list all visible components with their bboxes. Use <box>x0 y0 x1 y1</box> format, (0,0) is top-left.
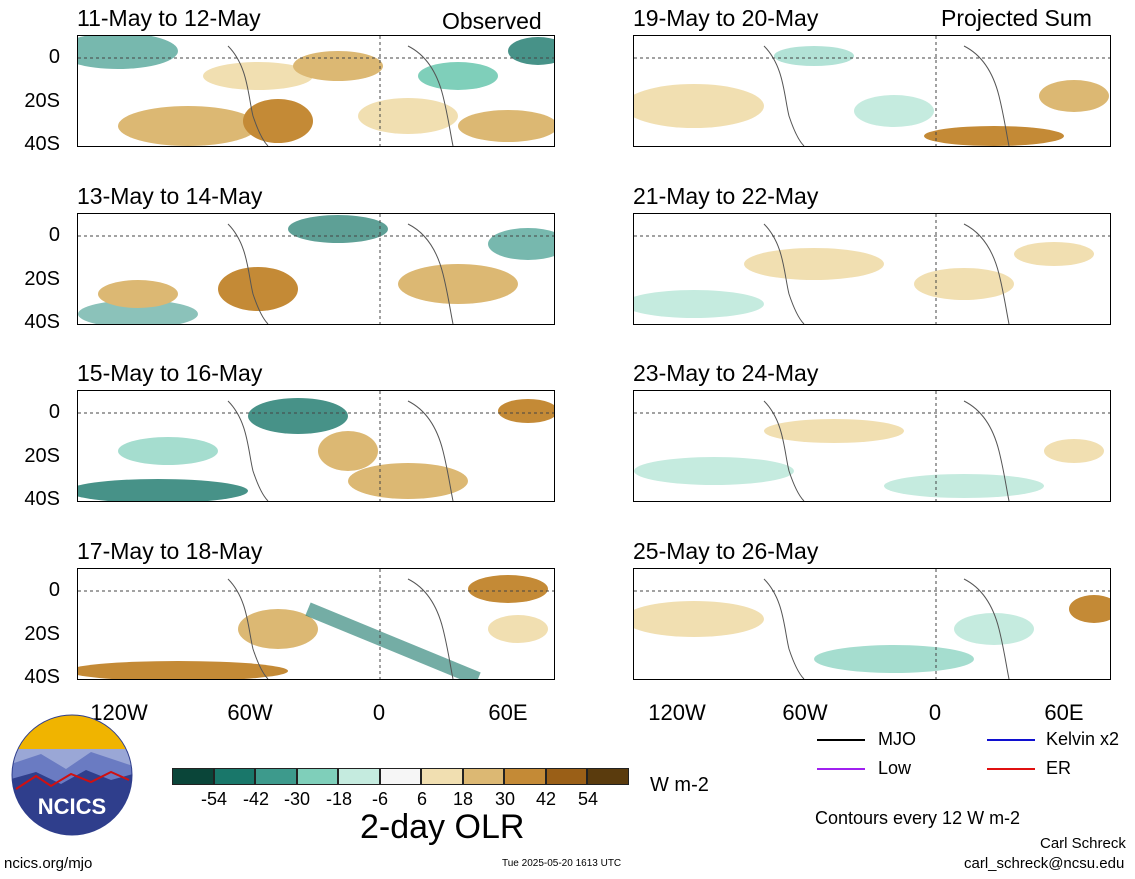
legend-label-mjo: MJO <box>878 729 916 749</box>
colorbar-unit: W m-2 <box>650 774 709 796</box>
olr-map-graphic <box>78 391 554 501</box>
olr-map-graphic <box>78 36 554 146</box>
lat-label-0-3: 0 <box>48 401 60 423</box>
olr-map-graphic <box>634 569 1110 679</box>
lon-label-120w-left: 120W <box>90 700 148 725</box>
lat-label-0-4: 0 <box>48 579 60 601</box>
lat-label-0-2: 0 <box>48 224 60 246</box>
olr-map-projected-4 <box>633 568 1111 680</box>
colorbar-label: 30 <box>494 789 516 809</box>
legend-line-er <box>987 768 1035 770</box>
olr-map-graphic <box>634 214 1110 324</box>
colorbar-swatch <box>587 768 629 785</box>
panel-title-left-2: 13-May to 14-May <box>77 183 263 209</box>
colorbar-swatch <box>379 768 421 785</box>
observed-header: Observed <box>442 8 542 34</box>
olr-map-observed-4 <box>77 568 555 680</box>
colorbar-label: 54 <box>577 789 599 809</box>
author-email[interactable]: carl_schreck@ncsu.edu <box>964 855 1125 872</box>
logo-graphic <box>11 714 133 836</box>
colorbar-label: -18 <box>325 789 352 809</box>
projected-header: Projected Sum <box>941 5 1092 31</box>
colorbar-label: -30 <box>283 789 310 809</box>
olr-map-observed-2 <box>77 213 555 325</box>
panel-title-left-1: 11-May to 12-May <box>77 5 261 31</box>
lon-label-60e-right: 60E <box>1044 700 1084 725</box>
contour-note: Contours every 12 W m-2 <box>815 808 1021 828</box>
panel-title-right-2: 21-May to 22-May <box>633 183 819 209</box>
lon-label-60e-left: 60E <box>488 700 528 725</box>
colorbar-swatch <box>255 768 297 785</box>
lon-label-0-left: 0 <box>372 700 386 725</box>
colorbar-label: 18 <box>452 789 474 809</box>
colorbar-label: -6 <box>371 789 388 809</box>
olr-map-graphic <box>78 569 554 679</box>
site-link[interactable]: ncics.org/mjo <box>4 855 93 872</box>
olr-map-projected-2 <box>633 213 1111 325</box>
olr-map-projected-1 <box>633 35 1111 147</box>
olr-map-projected-3 <box>633 390 1111 502</box>
olr-map-graphic <box>634 36 1110 146</box>
olr-map-graphic <box>78 214 554 324</box>
lon-label-60w-left: 60W <box>227 700 273 725</box>
lat-label-40s-2: 40S <box>24 311 60 333</box>
olr-map-observed-3 <box>77 390 555 502</box>
lon-label-120w-right: 120W <box>648 700 706 725</box>
lat-label-40s-3: 40S <box>24 488 60 510</box>
panel-title-right-4: 25-May to 26-May <box>633 538 819 564</box>
colorbar-swatch <box>296 768 338 785</box>
logo-text: NCICS <box>37 794 107 819</box>
panel-title-right-1: 19-May to 20-May <box>633 5 819 31</box>
colorbar-swatch <box>172 768 214 785</box>
olr-map-observed-1 <box>77 35 555 147</box>
legend-line-mjo <box>817 739 865 741</box>
lat-label-20s-1: 20S <box>24 90 60 112</box>
lat-label-40s-1: 40S <box>24 133 60 155</box>
ncics-logo: NCICS <box>11 714 133 836</box>
author-name: Carl Schreck <box>1040 835 1126 852</box>
colorbar-swatch <box>213 768 255 785</box>
legend-line-low <box>817 768 865 770</box>
colorbar-label: -42 <box>242 789 269 809</box>
lat-label-40s-4: 40S <box>24 666 60 688</box>
legend-label-low: Low <box>878 758 912 778</box>
lat-label-0-1: 0 <box>48 46 60 68</box>
legend-label-er: ER <box>1046 758 1072 778</box>
lon-label-0-right: 0 <box>928 700 942 725</box>
colorbar-swatch <box>545 768 587 785</box>
colorbar-label: 6 <box>416 789 427 809</box>
colorbar-label: -54 <box>200 789 227 809</box>
lat-label-20s-2: 20S <box>24 268 60 290</box>
colorbar-swatch <box>338 768 380 785</box>
plot-title: 2-day OLR <box>360 808 525 846</box>
lon-label-60w-right: 60W <box>782 700 828 725</box>
legend-label-kelvin: Kelvin x2 <box>1046 729 1120 749</box>
colorbar-label: 42 <box>535 789 557 809</box>
colorbar-swatch <box>421 768 463 785</box>
timestamp: Tue 2025-05-20 1613 UTC <box>502 858 622 869</box>
lat-label-20s-3: 20S <box>24 445 60 467</box>
colorbar-swatch <box>462 768 504 785</box>
panel-title-left-4: 17-May to 18-May <box>77 538 263 564</box>
legend-line-kelvin <box>987 739 1035 741</box>
panel-title-right-3: 23-May to 24-May <box>633 360 819 386</box>
panel-title-left-3: 15-May to 16-May <box>77 360 263 386</box>
olr-map-graphic <box>634 391 1110 501</box>
colorbar-swatch <box>504 768 546 785</box>
lat-label-20s-4: 20S <box>24 623 60 645</box>
